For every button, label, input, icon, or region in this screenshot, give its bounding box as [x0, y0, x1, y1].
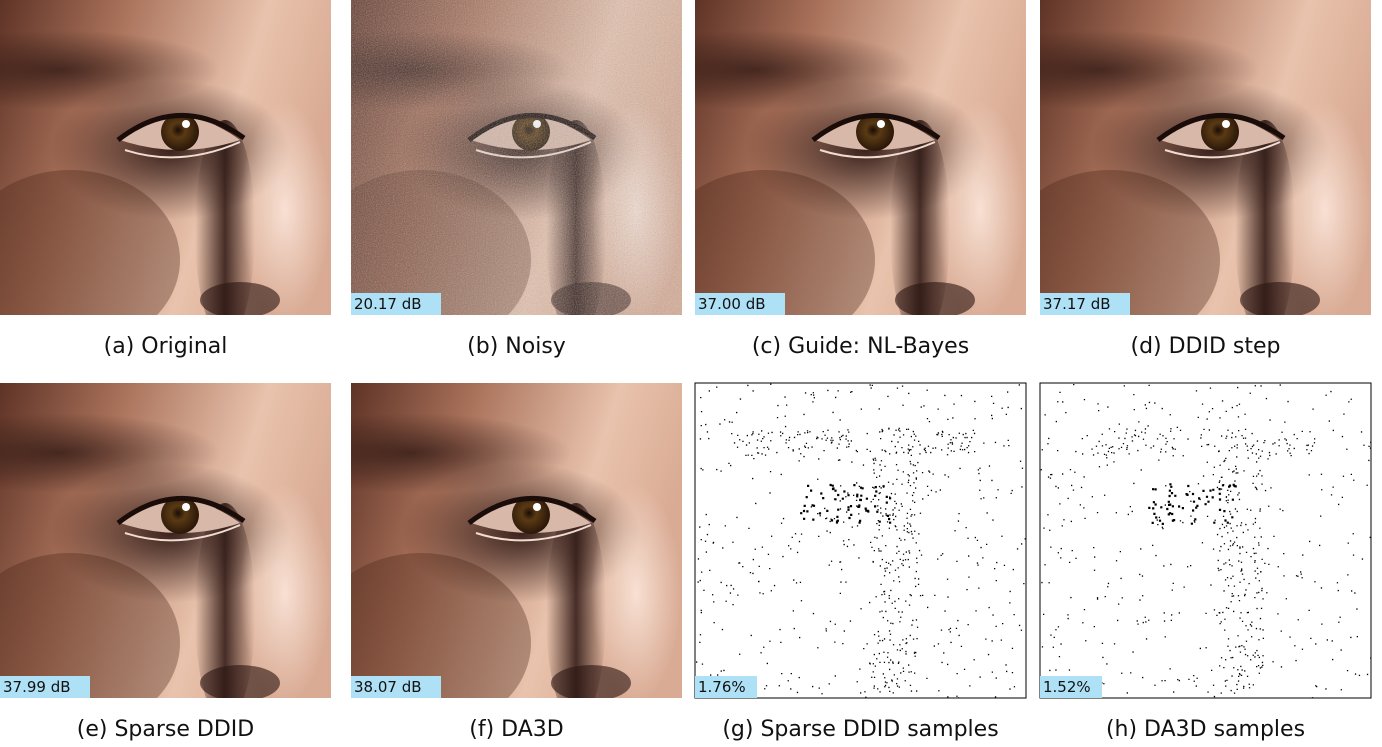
panel: 37.00 dB (c) Guide: NL-Bayes	[695, 0, 1026, 359]
label-box	[1040, 293, 1130, 315]
noise-overlay	[351, 0, 682, 315]
panel: 1.52% (h) DA3D samples	[1039, 382, 1372, 742]
panel-caption: (d) DDID step	[1130, 334, 1280, 359]
sample-background	[695, 383, 1026, 698]
label-box	[1040, 676, 1102, 698]
panel-caption: (b) Noisy	[467, 334, 566, 359]
panel-border	[694, 382, 1027, 699]
panel-border	[1039, 382, 1372, 699]
panel-label: 37.00 dB	[698, 295, 766, 313]
sample-background	[1040, 383, 1371, 698]
panel: 37.99 dB (e) Sparse DDID	[0, 383, 331, 742]
panel-caption: (f) DA3D	[469, 717, 563, 742]
label-box	[351, 293, 441, 315]
panel: (a) Original	[0, 0, 331, 359]
panel-label: 1.76%	[698, 678, 746, 696]
panel-image	[0, 0, 331, 350]
face-image	[0, 0, 331, 350]
label-box	[695, 676, 757, 698]
panel: 38.07 dB (f) DA3D	[351, 383, 682, 742]
panel-label: 37.17 dB	[1043, 295, 1111, 313]
panel-caption: (g) Sparse DDID samples	[722, 717, 998, 742]
panel-label: 20.17 dB	[354, 295, 422, 313]
panel-label: 1.52%	[1043, 678, 1091, 696]
panel: 1.76% (g) Sparse DDID samples	[694, 382, 1027, 742]
panel-caption: (c) Guide: NL-Bayes	[752, 334, 969, 359]
panel-caption: (h) DA3D samples	[1106, 717, 1305, 742]
panel-label: 37.99 dB	[3, 678, 71, 696]
label-box	[0, 676, 90, 698]
panel-caption: (a) Original	[104, 334, 228, 359]
panel: 37.17 dB (d) DDID step	[1040, 0, 1371, 359]
panel-image	[351, 0, 682, 315]
panel-label: 38.07 dB	[354, 678, 422, 696]
label-box	[695, 293, 785, 315]
panel-image	[1040, 383, 1371, 698]
panel-caption: (e) Sparse DDID	[77, 717, 254, 742]
panel-image	[695, 383, 1026, 698]
label-box	[351, 676, 441, 698]
panel: 20.17 dB (b) Noisy	[351, 0, 682, 359]
